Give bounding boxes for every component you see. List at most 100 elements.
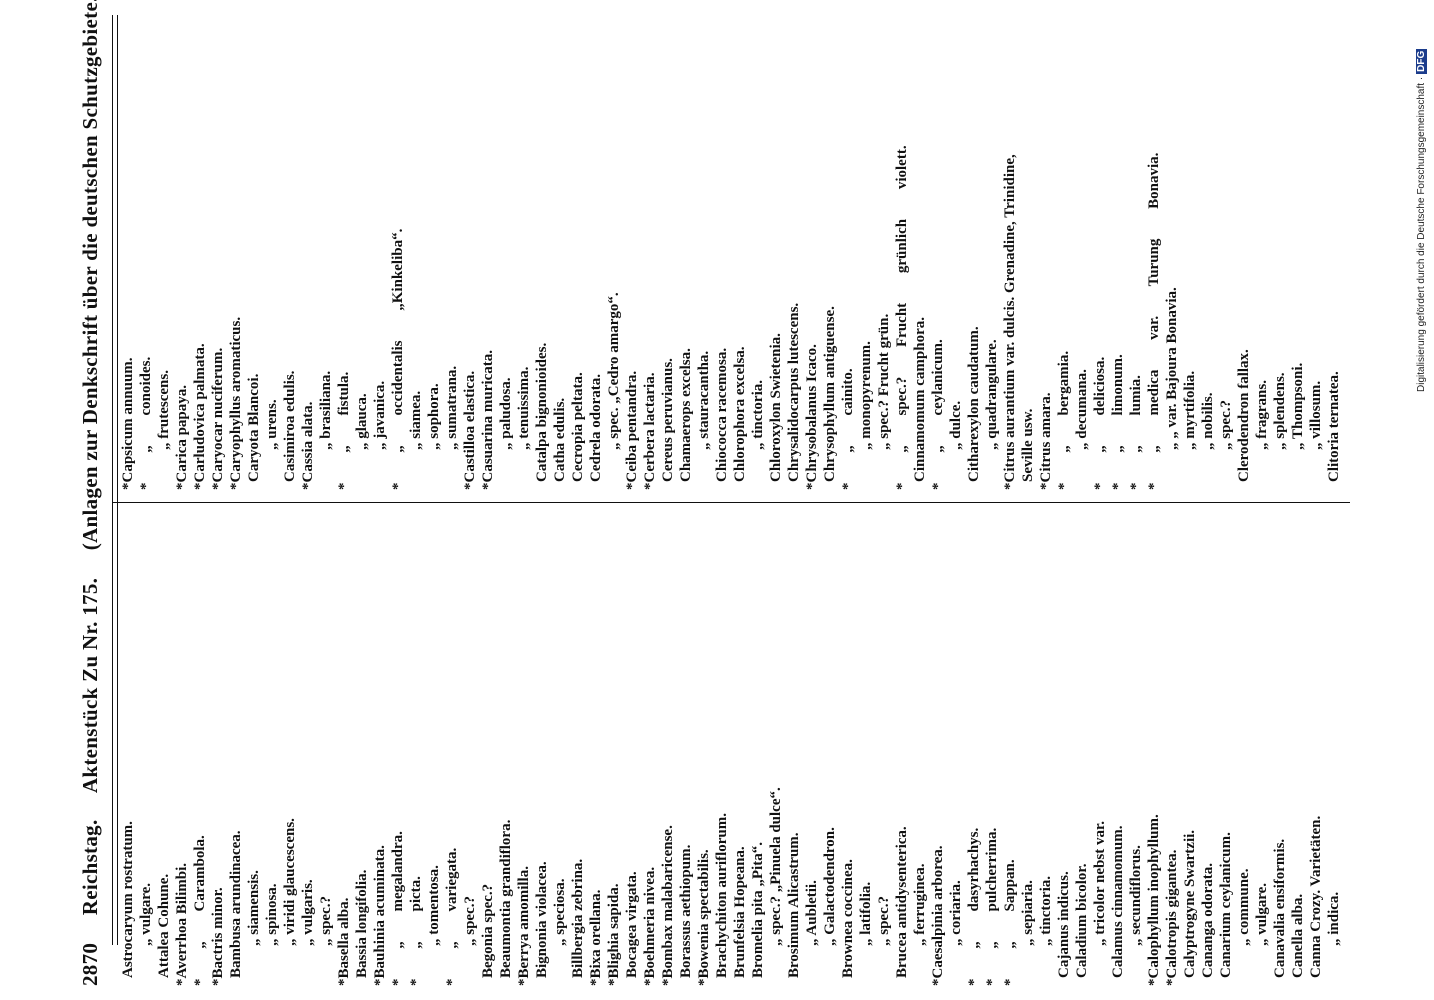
entry-line: „ vulgaris. [300,879,316,946]
entry-line: Borassus aethiopum. [678,844,694,978]
column-separator [112,502,1350,503]
entry-line: * „ limonum. [1110,354,1126,490]
entry-line: Brunfelsia Hopeana. [732,846,748,978]
entry-line: * „ lumia. [1128,375,1144,490]
entry-line: Bromelia pita „Pita“. [750,842,766,978]
document-ref: Aktenstück Zu Nr. 175. [78,577,102,794]
entry-line: * „ picta. [408,876,424,986]
entry-line: „ quadrangulare. [984,339,1000,450]
entry-line: *Berrya amomilla. [516,866,532,986]
entry-line: Citharexylon caudatum. [966,326,982,482]
entry-line: Seville usw. [1020,408,1036,482]
entry-line: Canarium ceylanicum. [1218,832,1234,978]
column: *Capsicum annuum. * „ conoides. „ frutesce… [119,10,1343,490]
entry-line: *Ceiba pentandra. [624,370,640,490]
entry-line: Chiococca racemosa. [714,347,730,482]
funding-note: Digitalisierung gefördert durch die Deut… [1416,48,1427,392]
entry-line: „ stauracantha. [696,350,712,450]
entry-line: „ Thompsoni. [1290,362,1306,450]
entry-line: „ siamea. [408,390,424,450]
entry-line: „ tomentosa. [426,865,442,946]
entry-line: „ myrtifolia. [1182,370,1198,450]
entry-line: * „ spec.? Frucht grünlich violett. [894,145,910,490]
entry-line: „ secundiflorus. [1128,845,1144,946]
entry-line: Begonia spec.? [480,883,496,978]
entry-line: * „ Carambola. [192,835,208,986]
entry-line: „ nobilis. [1200,392,1216,450]
entry-line: Chrysalidocarpus lutescens. [786,302,802,482]
entry-line: „ vulgare. [1254,882,1270,946]
entry-line: „ tenuissima. [516,366,532,450]
entry-line: Attalea Cohune. [156,873,172,978]
entry-line: Caryota Blancoi. [246,373,262,482]
entry-line: „ spec. „Cedro amargo“. [606,292,622,450]
entry-line: * „ deliciosa. [1092,356,1108,490]
entry-line: „ Aubletii. [804,880,820,946]
entry-line: Bocagea virgata. [624,871,640,978]
entry-line: Clerodendron fallax. [1236,349,1252,482]
entry-line: *Averrhoa Bilimbi. [174,862,190,986]
entry-line: Catalpa bignonioides. [534,342,550,482]
entry-line: Canavalia ensiformis. [1272,838,1288,978]
entry-line: Calyptrogyne Swartzii. [1182,829,1198,978]
entry-line: *Bombax malabaricense. [660,825,676,986]
entry-line: „ javanica. [372,380,388,450]
entry-line: „ spec.? [1218,400,1234,450]
entry-line: Bignonia violacea. [534,861,550,978]
entry-line: Bassia longifolia. [354,869,370,978]
entry-line: „ splendens. [1272,372,1288,450]
entry-line: Calamus cinnamomum. [1110,825,1126,978]
entry-line: *Carica papaya. [174,385,190,490]
entry-line: Canella alba. [1290,893,1306,978]
entry-line: * „ medica var. Turung Bonavia. [1146,152,1162,490]
entry-line: Bambusa arundinacea. [228,830,244,978]
entry-line: Beaumontia grandiflora. [498,819,514,978]
entry-line: „ commune. [1236,868,1252,947]
entry-line: Brucea antidysenterica. [894,826,910,978]
entry-line: Billbergia zebrina. [570,858,586,978]
entry-line: „ coriaria. [948,880,964,946]
entry-line: „ spec.? [876,896,892,946]
entry-line: Canna Crozy. Varietäten. [1308,815,1324,978]
entry-line: „ speciosa. [552,878,568,947]
entry-line: „ „ var. Bajoura Bonavia. [1164,287,1180,450]
entry-line: *Caryocar nuciferum. [210,347,226,490]
page-number: 2870 [78,942,102,986]
entry-line: „ Galactodendron. [822,827,838,946]
entry-line: „ sepiaria. [1020,880,1036,946]
header-title: (Anlagen zur Denkschrift über die deutsc… [78,0,102,551]
entry-line: *Bauhinia acuminata. [372,845,388,986]
entry-line: *Calotropis gigantea. [1164,849,1180,986]
header: 2870 Reichstag. Aktenstück Zu Nr. 175. (… [78,0,103,986]
entry-line: *Citrus aurantium var. dulcis. Grenadine… [1002,154,1018,490]
column: Astrocaryum rostratum. „ vulgare. Attalea … [119,506,1343,986]
entry-line: Cananga odorata. [1200,862,1216,978]
entry-line: „ siamensis. [246,870,262,946]
dfg-logo: DFG [1416,48,1427,74]
entry-line: *Bixa orellana. [588,889,604,986]
entry-line: „ indica. [1326,891,1342,946]
entry-line: Brownea coccinea. [840,859,856,978]
entry-line: „ sumatrana. [444,365,460,450]
entry-line: „ tricolor nebst var. [1092,821,1108,946]
entry-line: * „ Sappan. [1002,859,1018,986]
entry-line: „ sophora. [426,383,442,450]
entry-line: *Basella alba. [336,897,352,986]
entry-line: „ decumana. [1074,369,1090,450]
entry-line: *Chrysobalanus Icaco. [804,344,820,490]
entry-line: Cedrela odorata. [588,373,604,482]
entry-line: *Citrus amara. [1038,392,1054,491]
entry-line: *Caryophyllus aromaticus. [228,316,244,490]
entry-line: *Carludovica palmata. [192,343,208,490]
entry-line: „ fragrans. [1254,380,1270,450]
entry-line: *Boehmeria nivea. [642,866,658,986]
entry-line: „ urens. [264,399,280,450]
entry-line: „ tinctoria. [1038,876,1054,946]
entry-line: „ glauca. [354,393,370,450]
entry-line: „ tinctoria. [750,380,766,450]
header-rule [117,15,118,945]
entry-line: „ dulce. [948,400,964,450]
header-rule [112,15,113,945]
entry-line: „ vulgare. [138,882,154,946]
